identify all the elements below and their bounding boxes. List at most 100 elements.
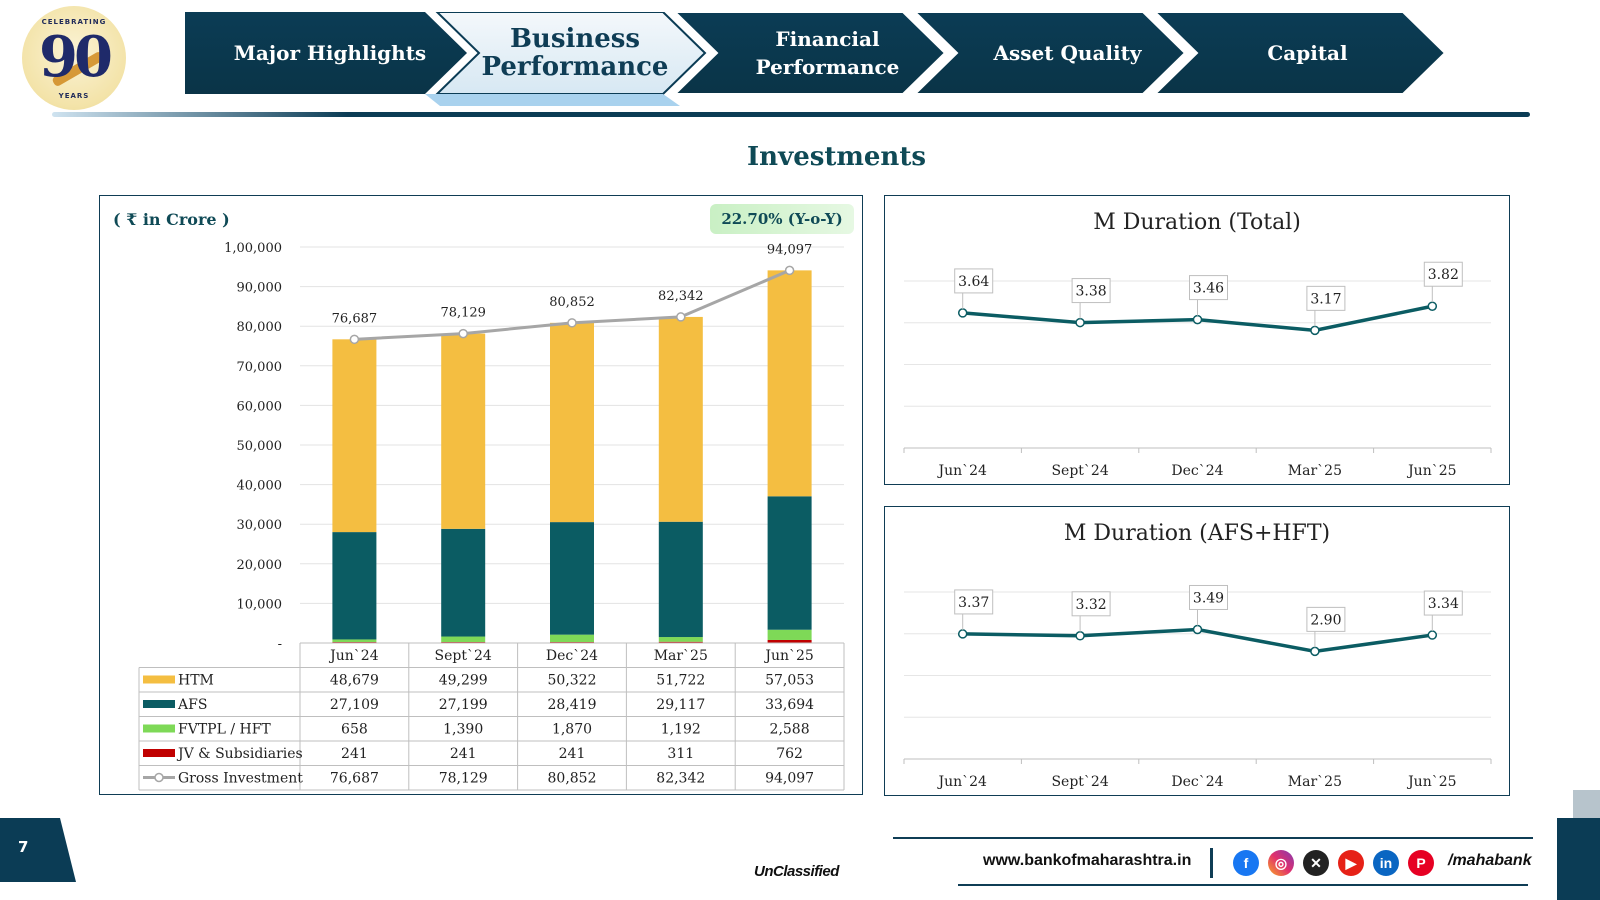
gross-investment-point — [458, 328, 468, 339]
data-label-callout: 3.37 — [954, 589, 994, 630]
table-cell: 82,342 — [656, 771, 705, 787]
x-tick-label: Dec`24 — [546, 648, 598, 664]
x-tick-label: Jun`25 — [1406, 774, 1456, 790]
x-tick-label: Dec`24 — [1171, 463, 1223, 479]
gross-investment-point — [567, 318, 577, 328]
m-duration-total-panel: M Duration (Total) — [884, 195, 1510, 485]
x-icon[interactable]: ✕ — [1303, 850, 1329, 876]
x-tick-label: Jun`25 — [763, 648, 813, 664]
data-label-callout: 3.64 — [954, 268, 994, 309]
duration-point — [1192, 624, 1203, 635]
legend-entry: HTM — [178, 673, 214, 689]
gross-investment-point — [784, 265, 795, 276]
y-tick-label: 90,000 — [237, 281, 283, 296]
youtube-icon[interactable]: ▶ — [1338, 850, 1364, 876]
y-tick-label: 60,000 — [237, 399, 283, 414]
data-label: 3.46 — [1193, 281, 1224, 297]
legend-key — [143, 675, 175, 684]
gross-investment-data-label: 80,852 — [549, 295, 595, 310]
data-label-callout: 2.90 — [1306, 606, 1346, 648]
linkedin-icon[interactable]: in — [1373, 850, 1399, 876]
instagram-icon[interactable]: ◎ — [1268, 850, 1294, 876]
gross-investment-data-label: 94,097 — [767, 242, 813, 257]
tab-asset-quality[interactable]: Asset Quality — [993, 41, 1142, 65]
y-tick-label: 1,00,000 — [224, 241, 282, 256]
footer-line-top — [893, 837, 1533, 839]
bar-afs — [550, 522, 594, 635]
callout-box — [1423, 590, 1463, 616]
callout-box — [954, 268, 994, 294]
page-title: Investments — [747, 142, 926, 172]
legend-key-marker — [154, 772, 164, 783]
data-label-callout: 3.49 — [1189, 584, 1228, 626]
legend-key — [143, 700, 175, 708]
gross-investment-point — [349, 334, 360, 345]
table-cell: 1,390 — [443, 722, 483, 738]
social-handle[interactable]: /mahabank — [1448, 852, 1532, 869]
footer-separator — [1210, 848, 1213, 878]
page-number-tab — [0, 818, 76, 882]
table-cell: 27,109 — [330, 697, 379, 713]
nav-chevron-4[interactable] — [912, 12, 1187, 95]
duration-point — [957, 308, 968, 318]
x-tick-label: Sept`24 — [1051, 774, 1108, 790]
table-cell: 2,588 — [770, 722, 810, 738]
website-link[interactable]: www.bankofmaharashtra.in — [983, 852, 1192, 869]
nav-chevron-1[interactable] — [185, 12, 467, 94]
facebook-icon[interactable]: f — [1233, 850, 1259, 876]
bar-afs — [332, 532, 377, 640]
duration-point — [1427, 630, 1438, 640]
table-cell: 28,419 — [548, 697, 597, 713]
logo-number: 90 — [39, 24, 113, 90]
x-tick-label: Sept`24 — [1051, 463, 1108, 479]
table-cell: 80,852 — [548, 771, 597, 787]
x-tick-label: Mar`25 — [1288, 774, 1342, 790]
x-tick-label: Sept`24 — [435, 648, 492, 664]
tab-business-performance[interactable]: Business Performance — [481, 24, 669, 82]
data-label-callout: 3.17 — [1306, 285, 1346, 327]
nav-chevron-3[interactable] — [672, 12, 947, 95]
bar-fvtpl — [550, 634, 594, 643]
data-label: 3.82 — [1428, 267, 1459, 283]
table-cell: 33,694 — [765, 697, 814, 713]
x-tick-label: Jun`25 — [1406, 463, 1456, 479]
tab-financial-performance[interactable]: Financial Performance — [755, 27, 900, 79]
table-cell: 658 — [341, 722, 368, 738]
table-cell: 762 — [776, 746, 803, 762]
tab-capital[interactable]: Capital — [1267, 41, 1348, 65]
data-label-callout: 3.32 — [1071, 591, 1111, 632]
table-cell: 57,053 — [765, 673, 814, 689]
x-tick-label: Jun`24 — [936, 774, 987, 790]
table-cell: 51,722 — [656, 673, 705, 689]
bar-fvtpl — [332, 639, 377, 643]
nav-active-underglow — [425, 94, 680, 106]
table-cell: 311 — [667, 746, 694, 762]
legend-key — [143, 749, 175, 757]
m-duration-afs-title: M Duration (AFS+HFT) — [1063, 521, 1331, 546]
legend-entry: Gross Investment — [178, 771, 303, 787]
tab-major-highlights[interactable]: Major Highlights — [233, 41, 427, 65]
x-tick-label: Mar`25 — [654, 648, 708, 664]
bar-htm — [441, 333, 486, 529]
nav-chevron-5[interactable] — [1152, 12, 1445, 95]
legend-key — [143, 724, 175, 733]
y-tick-label: 10,000 — [237, 597, 283, 612]
callout-box — [954, 589, 994, 615]
data-label: 3.49 — [1193, 590, 1224, 606]
bar-fvtpl — [441, 636, 486, 643]
data-label: 2.90 — [1310, 612, 1341, 628]
legend-entry: JV & Subsidiaries — [176, 746, 303, 762]
y-tick-label: - — [278, 637, 282, 652]
x-tick-label: Dec`24 — [1171, 774, 1223, 790]
footer-line-bottom — [958, 884, 1528, 886]
duration-point — [957, 629, 968, 639]
table-cell: 76,687 — [330, 771, 379, 787]
bar-htm — [550, 322, 594, 523]
table-cell: 1,870 — [552, 722, 592, 738]
logo-top-text: CELEBRATING — [41, 18, 107, 26]
callout-box — [1071, 591, 1111, 617]
pinterest-icon[interactable]: P — [1408, 850, 1434, 876]
yoy-badge: 22.70% (Y-o-Y) — [710, 204, 854, 234]
bar-htm — [658, 316, 703, 522]
